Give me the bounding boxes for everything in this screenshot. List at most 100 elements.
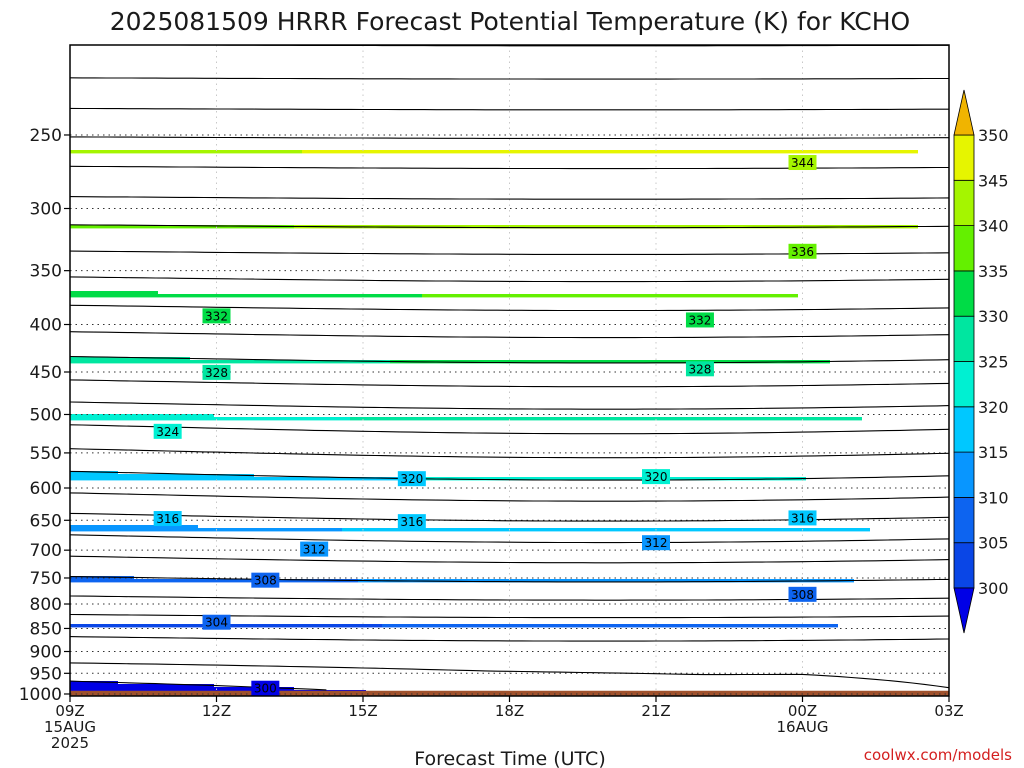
contour-label: 328 xyxy=(205,366,228,380)
field-cell xyxy=(70,471,118,475)
field-cell xyxy=(70,690,366,692)
contour-label-bg xyxy=(788,155,817,171)
y-tick-label: 850 xyxy=(30,619,62,639)
isentrope-line xyxy=(69,77,949,80)
contour-label: 312 xyxy=(645,536,668,550)
contour-label-bg xyxy=(685,361,714,377)
contour-label: 316 xyxy=(791,511,814,525)
field-cell xyxy=(70,225,294,229)
colorbar-label: 315 xyxy=(978,443,1009,462)
field-cell xyxy=(70,414,214,418)
isentrope-line xyxy=(69,595,950,601)
field-cell xyxy=(70,357,190,361)
contour-label: 316 xyxy=(400,515,423,529)
y-tick-label: 1000 xyxy=(19,685,62,705)
field-cell xyxy=(70,579,358,583)
contour-label-bg xyxy=(788,586,817,602)
contour-label-bg xyxy=(642,535,670,551)
field-cell xyxy=(70,684,214,688)
isentrope-line xyxy=(69,448,950,459)
field-cell xyxy=(70,525,198,529)
pressure-axis: 250 300 350 400 450 500 550 600 650 700 750 800 850 9… xyxy=(19,126,70,705)
field-cell xyxy=(70,528,342,532)
colorbar-label: 305 xyxy=(978,534,1009,553)
field-cell xyxy=(422,294,798,298)
x-tick-label: 16AUG xyxy=(777,718,829,736)
isentrope-line xyxy=(69,196,950,200)
field-cell xyxy=(382,624,838,628)
contour-label-bg xyxy=(788,510,817,526)
colorbar-band xyxy=(953,270,975,317)
colorbar-band xyxy=(953,225,975,272)
field-cell xyxy=(70,294,422,298)
colorbar-band xyxy=(953,451,975,498)
x-tick-label: 2025 xyxy=(51,734,89,752)
field-cell xyxy=(70,360,390,364)
field-cell xyxy=(70,474,254,478)
contour-labels: 344 336 332 332 328 328 324 320 320 316 316 316 312 3… xyxy=(153,155,817,696)
colorbar-label: 335 xyxy=(978,262,1009,281)
field-cell xyxy=(70,687,294,691)
contour-label: 332 xyxy=(205,309,228,323)
contour-label-bg xyxy=(397,514,426,530)
colorbar-label: 340 xyxy=(978,217,1009,236)
contour-label: 328 xyxy=(688,362,711,376)
x-tick-label: 15Z xyxy=(348,702,377,720)
isentrope-line xyxy=(69,662,950,689)
y-tick-label: 800 xyxy=(30,595,62,615)
contour-label: 300 xyxy=(254,682,277,696)
contour-label: 336 xyxy=(791,245,814,259)
colorbar-band xyxy=(953,315,975,362)
colorbar-over-arrow xyxy=(953,89,975,136)
colorbar-under-arrow xyxy=(953,587,975,634)
x-tick-label: 18Z xyxy=(495,702,524,720)
colorbar-band xyxy=(953,179,975,227)
y-tick-label: 500 xyxy=(30,405,62,425)
contour-label: 304 xyxy=(205,616,228,630)
isentrope-line xyxy=(69,304,950,312)
isentrope-contours xyxy=(69,44,950,691)
isentrope-line xyxy=(69,492,950,502)
credit-link[interactable]: coolwx.com/models xyxy=(864,746,1012,764)
colorbar-label: 350 xyxy=(978,126,1009,145)
isentrope-line xyxy=(69,534,950,544)
field-cell xyxy=(294,225,918,229)
potential-temperature-field xyxy=(70,150,918,692)
x-tick-label: 09Z xyxy=(55,702,84,720)
y-tick-label: 900 xyxy=(30,643,62,663)
y-tick-label: 750 xyxy=(30,569,62,589)
contour-label-bg xyxy=(685,312,714,328)
field-cell xyxy=(350,417,862,421)
x-axis-label: Forecast Time (UTC) xyxy=(414,748,605,768)
field-cell xyxy=(358,579,854,583)
colorbar-band xyxy=(953,361,975,408)
y-tick-label: 250 xyxy=(30,126,62,146)
contour-label-bg xyxy=(153,511,182,527)
contour-label-bg xyxy=(202,614,231,630)
contour-label-bg xyxy=(251,680,280,696)
field-cell xyxy=(70,417,350,421)
isentrope-line xyxy=(69,331,950,339)
x-tick-label: 03Z xyxy=(934,702,963,720)
y-tick-label: 600 xyxy=(30,479,62,499)
colorbar-label: 345 xyxy=(978,171,1009,190)
colorbar-label: 300 xyxy=(978,579,1009,598)
colorbar-band xyxy=(953,496,975,544)
x-tick-label: 12Z xyxy=(202,702,231,720)
y-tick-label: 450 xyxy=(30,363,62,383)
chart-title: 2025081509 HRRR Forecast Potential Tempe… xyxy=(110,7,911,36)
isentrope-line xyxy=(69,555,950,564)
isentrope-line xyxy=(69,276,950,283)
field-cell xyxy=(342,528,870,532)
colorbar: 300 305 310 315 320 325 330 335 340 345 350 xyxy=(953,89,1009,634)
y-tick-label: 950 xyxy=(30,664,62,684)
contour-label: 316 xyxy=(156,512,179,526)
contour-label: 312 xyxy=(303,543,326,557)
contour-label-bg xyxy=(153,423,182,439)
x-tick-label: 00Z xyxy=(788,702,817,720)
ground-surface xyxy=(70,690,949,696)
isentrope-line xyxy=(69,107,949,111)
y-tick-label: 650 xyxy=(30,511,62,531)
isentrope-line xyxy=(70,136,949,140)
